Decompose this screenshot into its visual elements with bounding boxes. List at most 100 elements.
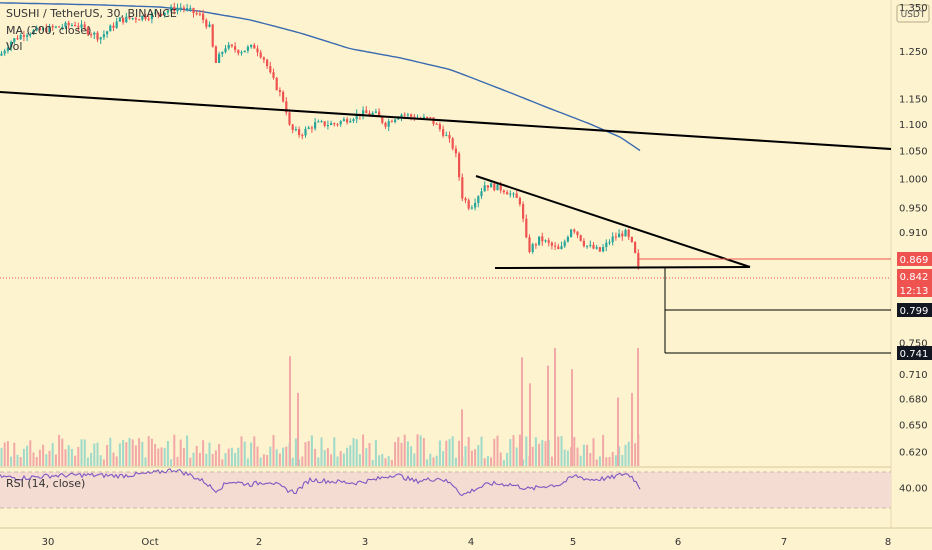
candle-body [102,34,105,38]
price-marker-box [897,269,932,283]
volume-bar [141,441,144,466]
candle-body [371,112,374,115]
candle-body [22,35,25,37]
volume-bar [218,444,221,466]
candle-body [579,235,582,241]
candle-body [285,101,288,113]
volume-bar [186,435,189,466]
volume-bar [458,440,461,466]
price-tick-label: 1.100 [899,120,928,131]
candle-body [368,113,371,115]
candle-body [627,229,630,237]
candle-body [557,246,560,250]
candle-body [262,57,265,60]
volume-bar [134,445,137,466]
volume-bar [282,447,285,466]
candle-body [115,21,118,28]
candle-body [528,237,531,252]
candle-body [70,25,73,27]
drawings[interactable] [0,91,892,354]
volume-bar [358,454,361,466]
candle-body [470,207,473,209]
candle-body [403,114,406,116]
candle-body [410,114,413,117]
ma-legend: MA (200, close) [6,24,91,37]
volume-bar [182,447,185,466]
volume-bar [246,458,249,466]
candle-body [38,27,41,31]
volume-bar [294,438,297,466]
triangle-upper-trendline[interactable] [475,175,751,268]
volume-bar [432,457,435,466]
candle-body [275,77,278,91]
time-tick-label: 8 [885,537,891,548]
volume-bar [525,436,528,466]
volume-bar [19,456,22,466]
price-tick-label: 1.050 [899,147,928,158]
candle-body [125,16,128,23]
volume-bar [438,440,441,466]
candle-body [534,244,537,246]
candle-body [320,121,323,123]
candle-body [339,121,342,125]
currency-box[interactable] [896,4,930,23]
candle-body [400,114,403,118]
volume-bar [250,442,253,466]
volume-bar [163,447,166,466]
candle-body [42,27,45,31]
volume-bar [166,441,169,466]
long-trendline[interactable] [0,91,892,150]
volume-spike [521,357,523,466]
candle-body [621,233,624,237]
candle-body [211,24,214,47]
candle-body [224,48,227,53]
triangle-base-line[interactable] [494,266,751,269]
volume-bar [192,452,195,466]
volume-bar [445,440,448,466]
price-tick-label: 0.680 [899,395,928,406]
volume-bar [122,440,125,466]
volume-bar [384,458,387,466]
candle-body [195,13,198,15]
candle-body [352,119,355,122]
volume-bar [435,455,438,466]
candle-body [154,12,157,14]
candle-body [160,14,163,16]
candle-body [554,245,557,247]
volume-bar [621,454,624,466]
volume-bar [413,453,416,466]
candle-body [592,244,595,249]
volume-bar [70,448,73,466]
time-tick-label: 3 [362,537,368,548]
price-marker-label: 12:13 [900,286,929,297]
candle-body [355,113,358,120]
candle-body [477,196,480,203]
candle-body [147,18,150,20]
volume-bar [51,443,54,466]
candle-body [99,37,102,40]
candle-body [198,13,201,15]
volume-bar [336,456,339,466]
volume-bar [262,454,265,466]
candle-body [150,13,153,20]
volume-bar [320,437,323,466]
candle-body [176,7,179,12]
candle-body [67,22,70,26]
candle-body [122,17,125,23]
volume-spike [461,409,463,466]
candle-body [202,13,205,20]
candle-body [19,35,22,40]
volume-bar [266,455,269,466]
volume-bar [531,446,534,466]
candle-body [10,41,13,48]
candle-body [426,116,429,118]
price-marker-box [897,303,932,317]
candle-body [294,129,297,131]
volume-bar [470,450,473,466]
candle-body [32,30,35,35]
candle-body [330,123,333,126]
candle-body [144,15,147,19]
volume-bar [221,459,224,466]
volume-bar [371,459,374,466]
